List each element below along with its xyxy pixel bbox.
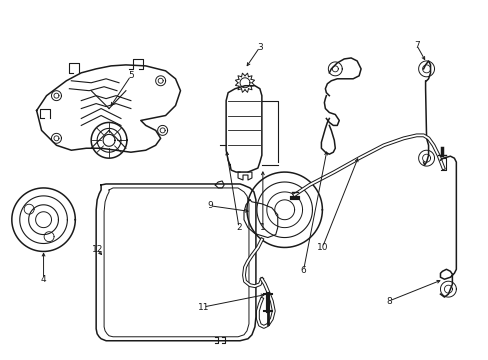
Text: 2: 2 (236, 223, 242, 232)
Text: 7: 7 (413, 41, 419, 50)
Text: 11: 11 (197, 302, 209, 311)
Text: 5: 5 (128, 71, 134, 80)
Text: 4: 4 (41, 275, 46, 284)
Text: 12: 12 (91, 245, 102, 254)
Text: 8: 8 (385, 297, 391, 306)
Text: 6: 6 (300, 266, 306, 275)
Text: 9: 9 (207, 201, 213, 210)
Text: 3: 3 (257, 42, 262, 51)
Text: 10: 10 (316, 243, 327, 252)
Text: 1: 1 (260, 223, 265, 232)
